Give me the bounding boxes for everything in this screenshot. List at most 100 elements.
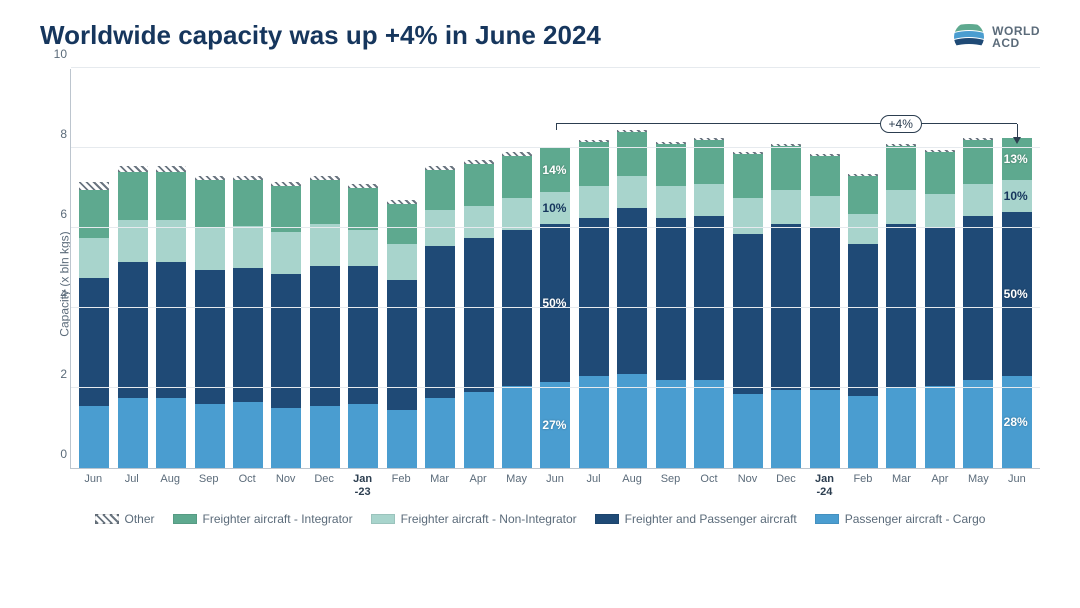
bar-slot: [767, 69, 805, 468]
y-tick: 8: [45, 127, 67, 141]
bar-segment-freighter_passenger: [810, 228, 840, 390]
bar-segment-freighter_passenger: [156, 262, 186, 398]
y-tick: 4: [45, 287, 67, 301]
bar-segment-non_integrator: [617, 176, 647, 208]
x-tick: Sep: [189, 473, 227, 498]
bar-segment-non_integrator: [195, 228, 225, 270]
bar-segment-integrator: [271, 186, 301, 232]
x-tick: Jul: [112, 473, 150, 498]
bar: [387, 200, 417, 468]
bar-segment-integrator: [617, 132, 647, 176]
bar: [79, 182, 109, 468]
bar-segment-other: [963, 138, 993, 140]
bar-slot: [575, 69, 613, 468]
bar-segment-other: [617, 130, 647, 132]
segment-pct-label: 14%: [542, 163, 566, 177]
x-tick: Oct: [690, 473, 728, 498]
bar-slot: [229, 69, 267, 468]
bar-segment-passenger_cargo: [310, 406, 340, 468]
legend-swatch: [371, 514, 395, 524]
bar-segment-other: [271, 182, 301, 186]
bar-segment-other: [118, 166, 148, 172]
bar-segment-integrator: [810, 156, 840, 196]
x-tick: Aug: [613, 473, 651, 498]
bar-segment-freighter_passenger: [233, 268, 263, 402]
bar-slot: [459, 69, 497, 468]
segment-pct-label: 28%: [1004, 415, 1028, 429]
x-tick: Jun: [536, 473, 574, 498]
bar-slot: [498, 69, 536, 468]
bar-segment-non_integrator: 10%: [540, 192, 570, 224]
bar-segment-integrator: [156, 172, 186, 220]
bar-segment-passenger_cargo: [387, 410, 417, 468]
bar-segment-other: [233, 176, 263, 180]
bar-segment-passenger_cargo: [963, 380, 993, 468]
bar: [886, 144, 916, 468]
x-tick: Feb: [844, 473, 882, 498]
legend-label: Other: [125, 512, 155, 526]
legend-swatch: [173, 514, 197, 524]
bar-segment-other: [348, 184, 378, 188]
bar-segment-freighter_passenger: [502, 230, 532, 386]
bar-segment-passenger_cargo: [156, 398, 186, 468]
bar-segment-non_integrator: [733, 198, 763, 234]
bar-segment-freighter_passenger: [733, 234, 763, 394]
bar-segment-non_integrator: [271, 232, 301, 274]
annotation-start-tick: [556, 124, 557, 130]
legend-swatch: [815, 514, 839, 524]
bar: [733, 152, 763, 468]
x-tick: Mar: [882, 473, 920, 498]
bar: 27%50%10%14%: [540, 148, 570, 468]
bar-segment-freighter_passenger: [694, 216, 724, 380]
bar-slot: [652, 69, 690, 468]
bar-segment-freighter_passenger: [848, 244, 878, 396]
bar: [195, 176, 225, 468]
bar-segment-non_integrator: [502, 198, 532, 230]
chart-wrap: Capacity (x bln kgs) 27%50%10%14%28%50%1…: [40, 69, 1040, 498]
bar-segment-passenger_cargo: 28%: [1002, 376, 1032, 468]
bar-segment-passenger_cargo: [79, 406, 109, 468]
y-tick: 6: [45, 207, 67, 221]
bar: [925, 150, 955, 468]
legend-swatch: [95, 514, 119, 524]
bar-segment-non_integrator: [348, 230, 378, 266]
segment-pct-label: 10%: [542, 201, 566, 215]
segment-pct-label: 13%: [1004, 152, 1028, 166]
bar-segment-other: [156, 166, 186, 172]
legend-item: Other: [95, 512, 155, 526]
x-tick: Aug: [151, 473, 189, 498]
bar-slot: [728, 69, 766, 468]
bar-segment-integrator: [195, 180, 225, 228]
gridline: [71, 147, 1040, 148]
plot-area: 27%50%10%14%28%50%10%13% 0246810+4%: [70, 69, 1040, 469]
bar-segment-non_integrator: [925, 194, 955, 228]
bar-segment-integrator: [464, 164, 494, 206]
bar-segment-integrator: [848, 176, 878, 214]
bar-segment-passenger_cargo: [348, 404, 378, 468]
bar-segment-passenger_cargo: [502, 386, 532, 468]
bar-segment-non_integrator: [963, 184, 993, 216]
legend-item: Passenger aircraft - Cargo: [815, 512, 986, 526]
bar-segment-integrator: [502, 156, 532, 198]
bar-segment-non_integrator: [425, 210, 455, 246]
x-tick: Nov: [266, 473, 304, 498]
bar-segment-other: [579, 140, 609, 142]
brand-logo: WORLD ACD: [952, 20, 1040, 54]
x-tick: May: [959, 473, 997, 498]
bar-segment-non_integrator: [579, 186, 609, 218]
bar-segment-other: [195, 176, 225, 180]
bar-segment-freighter_passenger: [348, 266, 378, 404]
bar-segment-freighter_passenger: [310, 266, 340, 406]
annotation-arrow-head: [1013, 137, 1021, 144]
gridline: [71, 227, 1040, 228]
y-tick: 0: [45, 447, 67, 461]
y-tick: 10: [45, 47, 67, 61]
bar-slot: [306, 69, 344, 468]
bar-segment-passenger_cargo: [771, 390, 801, 468]
x-tick: Jul: [574, 473, 612, 498]
bar-segment-non_integrator: [810, 196, 840, 228]
bar-segment-integrator: [425, 170, 455, 210]
bar-segment-integrator: [656, 144, 686, 186]
bar-slot: [613, 69, 651, 468]
bar-segment-other: [925, 150, 955, 152]
